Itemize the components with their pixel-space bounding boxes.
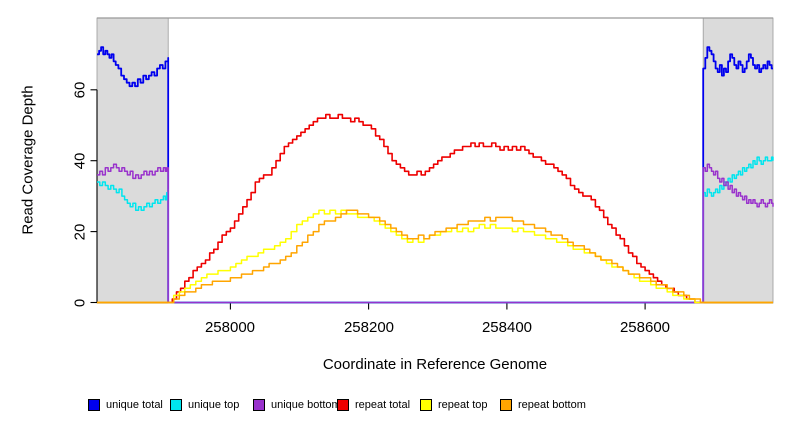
series-unique-total [97, 46, 773, 304]
series-repeat-bottom [97, 209, 773, 304]
x-axis-label: Coordinate in Reference Genome [322, 356, 548, 373]
legend-swatch [500, 399, 512, 411]
y-tick-label: 60 [71, 81, 89, 99]
shaded-regions [96, 17, 774, 304]
series-unique-top [97, 156, 774, 304]
legend-item-unique-total: unique total [88, 397, 163, 413]
legend-swatch [88, 399, 100, 411]
x-tick-label: 258000 [204, 319, 256, 336]
legend-swatch [420, 399, 432, 411]
plot-series [97, 46, 774, 304]
y-axis-label: Read Coverage Depth [19, 85, 37, 235]
legend-item-repeat-total: repeat total [337, 397, 410, 413]
y-tick-label: 40 [71, 152, 89, 170]
y-tick-label: 20 [71, 223, 89, 241]
legend-item-unique-bottom: unique bottom [253, 397, 341, 413]
series-unique-bottom [97, 163, 774, 304]
legend-item-repeat-top: repeat top [420, 397, 488, 413]
shaded-region [96, 17, 169, 304]
legend-swatch [170, 399, 182, 411]
legend-item-unique-top: unique top [170, 397, 239, 413]
legend-item-repeat-bottom: repeat bottom [500, 397, 586, 413]
legend-label: repeat total [355, 399, 411, 411]
legend-label: unique total [106, 399, 163, 411]
legend-label: repeat bottom [518, 399, 586, 411]
y-tick-label: 0 [71, 298, 89, 308]
legend-label: unique bottom [271, 399, 341, 411]
legend-swatch [253, 399, 265, 411]
x-tick-label: 258200 [343, 319, 395, 336]
legend-swatch [337, 399, 349, 411]
legend: unique total unique top unique bottom repea… [0, 397, 792, 415]
x-tick-label: 258600 [619, 319, 671, 336]
legend-label: repeat top [438, 399, 488, 411]
coverage-plot-svg [90, 17, 774, 310]
x-tick-label: 258400 [481, 319, 533, 336]
legend-label: unique top [188, 399, 240, 411]
series-repeat-top [97, 209, 773, 304]
series-repeat-total [97, 113, 773, 304]
